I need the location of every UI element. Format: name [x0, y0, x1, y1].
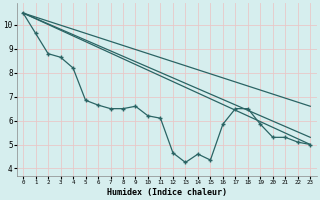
X-axis label: Humidex (Indice chaleur): Humidex (Indice chaleur) — [107, 188, 227, 197]
